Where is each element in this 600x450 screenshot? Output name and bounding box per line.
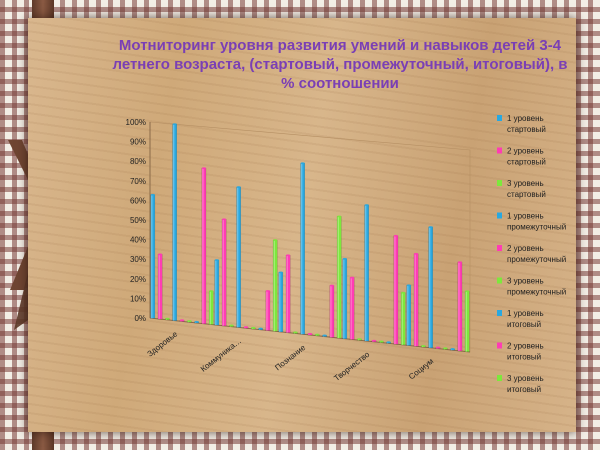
bar [315, 333, 320, 336]
category-label: Социум [407, 357, 435, 382]
legend-entry: 1 уровень итоговый [497, 309, 544, 329]
bar [406, 284, 412, 346]
legend-swatch [497, 147, 502, 154]
legend-swatch [497, 342, 502, 349]
bar [214, 259, 220, 326]
bar [307, 332, 313, 336]
category-label: Познание [273, 343, 307, 373]
legend-label: 1 уровень итоговый [507, 309, 544, 329]
legend-swatch [497, 212, 502, 219]
bar [413, 252, 419, 347]
category-label: Здоровье [146, 329, 180, 358]
legend-entry: 3 уровень промежуточный [497, 277, 566, 297]
legend-swatch [497, 245, 502, 251]
bar [157, 253, 163, 320]
y-tick-label: 70% [130, 177, 146, 186]
y-tick-label: 90% [130, 138, 146, 147]
legend-entry: 2 уровень стартовый [497, 147, 546, 167]
bar [428, 226, 434, 349]
legend-label: 3 уровень итоговый [507, 374, 544, 394]
bar [258, 327, 263, 330]
bar [379, 340, 384, 343]
legend-swatch [497, 310, 502, 316]
bar [186, 320, 192, 323]
bar [300, 162, 306, 335]
y-tick-label: 60% [130, 196, 146, 205]
bar [400, 291, 406, 346]
bar [364, 204, 370, 342]
bar [421, 344, 426, 348]
bar [371, 339, 377, 343]
y-tick-label: 50% [130, 216, 146, 225]
bar [464, 290, 470, 352]
y-tick-label: 0% [134, 314, 146, 323]
bar [293, 331, 298, 334]
bar [393, 234, 399, 345]
bar [450, 348, 455, 351]
legend-label: 2 уровень стартовый [507, 147, 546, 167]
legend-swatch [497, 277, 502, 284]
bar [250, 326, 256, 330]
legend-label: 3 уровень промежуточный [507, 277, 566, 297]
chart-title: Мотниторинг уровня развития умений и нав… [112, 37, 568, 92]
legend-label: 2 уровень промежуточный [507, 244, 566, 264]
legend-entry: 1 уровень промежуточный [497, 212, 566, 232]
bar [272, 239, 278, 332]
y-tick-label: 100% [126, 118, 146, 127]
y-tick-label: 10% [130, 294, 146, 303]
category-label: Творчество [332, 350, 371, 383]
bar [357, 338, 362, 341]
bar [443, 347, 448, 350]
bar [201, 167, 207, 324]
legend-entry: 2 уровень итоговый [497, 342, 544, 362]
legend-swatch [497, 115, 502, 121]
bar [457, 261, 463, 352]
legend-swatch [497, 375, 502, 381]
legend-label: 1 уровень стартовый [507, 114, 546, 134]
legend-entry: 2 уровень промежуточный [497, 244, 566, 264]
bar [243, 326, 249, 329]
bar [342, 257, 348, 339]
bar [285, 254, 291, 333]
bar [150, 193, 156, 319]
bar [208, 290, 214, 325]
legend-label: 2 уровень итоговый [507, 342, 544, 362]
plot-wall [149, 121, 471, 353]
bar [236, 186, 242, 328]
bar [265, 289, 271, 331]
bar [435, 346, 441, 349]
bar [329, 284, 335, 338]
bar [349, 276, 355, 340]
y-tick-label: 40% [130, 236, 146, 245]
bar [172, 123, 178, 321]
legend-label: 3 уровень стартовый [507, 179, 546, 199]
bar [322, 334, 327, 337]
y-tick-label: 80% [130, 157, 146, 166]
bar [229, 324, 234, 327]
category-label: Коммуника… [199, 336, 243, 373]
legend-entry: 3 уровень стартовый [497, 179, 546, 199]
y-tick-label: 20% [130, 275, 146, 284]
bar [386, 341, 391, 344]
legend-entry: 1 уровень стартовый [497, 114, 546, 134]
bar [278, 271, 284, 333]
bar [179, 319, 185, 322]
bar [221, 218, 227, 327]
bar [165, 317, 170, 321]
bar [194, 320, 199, 324]
legend-label: 1 уровень промежуточный [507, 212, 566, 232]
bar [336, 215, 342, 339]
y-tick-label: 30% [130, 255, 146, 264]
legend-swatch [497, 180, 502, 186]
legend-entry: 3 уровень итоговый [497, 374, 544, 394]
